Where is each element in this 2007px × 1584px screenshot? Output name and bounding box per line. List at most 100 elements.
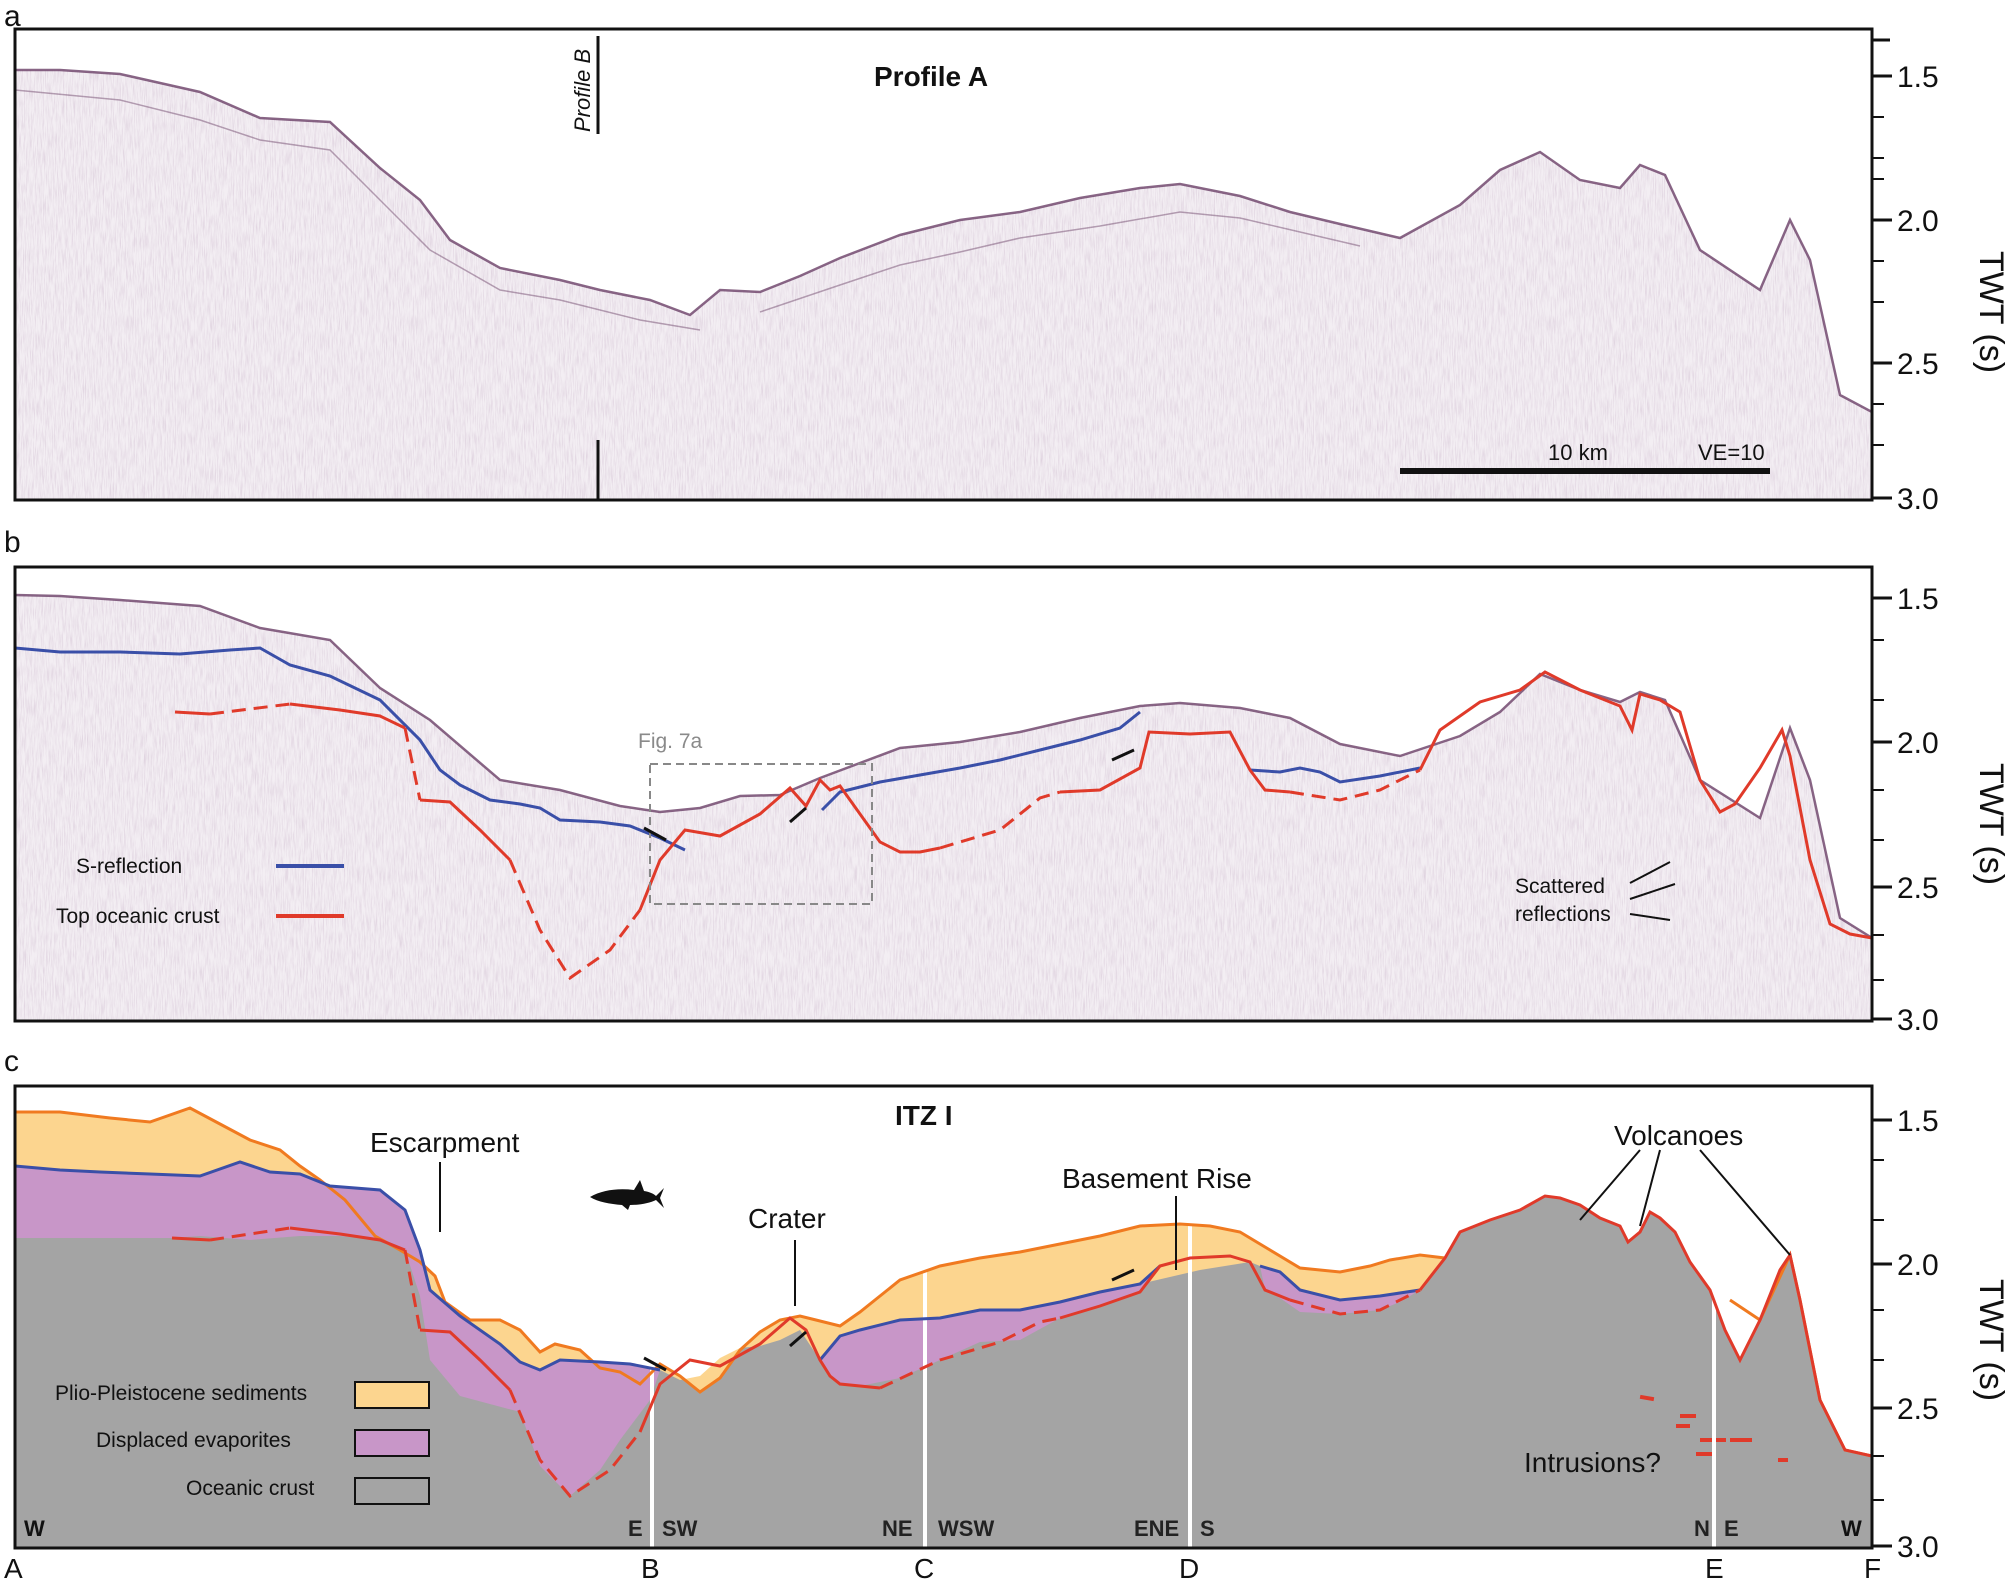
top-crust-c-4 — [638, 1316, 881, 1433]
slip-arrow-c-1 — [643, 1356, 667, 1372]
tick-b-2-0: 2.0 — [1897, 727, 1939, 760]
slip-arrow-2 — [789, 806, 807, 824]
tick-c-3-0: 3.0 — [1897, 1531, 1939, 1564]
top-crust-c-dashed-5 — [1289, 1288, 1421, 1316]
evaporite-fill-middle — [820, 1266, 1160, 1386]
legend-sediments-swatch — [354, 1381, 430, 1409]
top-crust-dashed-1 — [209, 702, 291, 716]
top-crust-segment-1 — [174, 710, 211, 716]
legend-s-reflection: S-reflection — [76, 855, 182, 878]
evaporite-fill-west — [15, 1162, 660, 1496]
s-reflection-middle — [820, 710, 1141, 812]
dir-e-e: E — [1724, 1516, 1739, 1541]
top-crust-c-dashed-1 — [209, 1226, 291, 1242]
slip-arrow-c-3 — [1111, 1268, 1135, 1282]
crater-label: Crater — [748, 1203, 826, 1234]
tick-c-1-5: 1.5 — [1897, 1105, 1939, 1138]
top-crust-c-dashed-4 — [879, 1316, 1061, 1390]
dir-ne-c: NE — [882, 1516, 913, 1541]
axis-label-b: TWT (s) — [1972, 763, 2007, 885]
tick-b-1-5: 1.5 — [1897, 583, 1939, 616]
water-column — [15, 1086, 1872, 1456]
seafloor-line — [15, 1106, 1446, 1394]
intrusions-label: Intrusions? — [1524, 1447, 1661, 1478]
top-crust-dashed-3 — [508, 859, 642, 981]
tick-a-1-5: 1.5 — [1897, 61, 1939, 94]
seismic-image-b — [15, 567, 1872, 1021]
s-reflection-c-middle — [818, 1264, 1162, 1361]
s-reflection-c-east — [1259, 1264, 1421, 1302]
tick-a-2-0: 2.0 — [1897, 205, 1939, 238]
top-crust-c-5 — [1059, 1254, 1291, 1320]
top-crust-c-6 — [1418, 1194, 1872, 1458]
top-crust-c-1 — [171, 1236, 211, 1242]
top-crust-dashed-5 — [1289, 768, 1421, 802]
location-d: D — [1179, 1553, 1199, 1584]
panel-label-a: a — [4, 0, 21, 33]
s-reflection-east — [1249, 766, 1421, 784]
top-crust-dashed-2 — [403, 727, 422, 801]
volcanoes-pointers — [1579, 1149, 1791, 1256]
profile-b-label: Profile B — [570, 49, 595, 132]
axis-label-a: TWT (s) — [1972, 251, 2007, 373]
scattered-arrows — [1629, 861, 1676, 921]
dir-n-e: N — [1694, 1516, 1710, 1541]
location-c: C — [914, 1553, 934, 1584]
scale-bar-label: 10 km — [1548, 440, 1608, 465]
dir-ene-d: ENE — [1134, 1516, 1179, 1541]
top-crust-c-dashed-3 — [508, 1389, 642, 1498]
dir-w-right: W — [1841, 1516, 1862, 1541]
location-e: E — [1705, 1553, 1724, 1584]
tick-c-2-0: 2.0 — [1897, 1249, 1939, 1282]
top-crust-segment-4 — [638, 777, 941, 911]
top-crust-segment-5 — [1059, 730, 1291, 794]
frame-a — [13, 27, 1874, 502]
slip-arrow-c-2 — [789, 1330, 807, 1348]
axis-c: 1.5 2.0 2.5 3.0 TWT (s) — [1872, 1105, 2007, 1564]
panel-label-c: c — [4, 1045, 19, 1078]
sediment-fill — [15, 1108, 1460, 1392]
fig-7a-label: Fig. 7a — [638, 730, 703, 753]
escarpment-label: Escarpment — [370, 1127, 520, 1158]
panel-a: a Profile B Profile A 10 km VE=10 — [4, 0, 2007, 516]
top-crust-c-2 — [289, 1226, 406, 1252]
location-a: A — [4, 1553, 23, 1584]
axis-label-c: TWT (s) — [1972, 1279, 2007, 1401]
panel-a-title: Profile A — [874, 61, 988, 92]
dir-s-d: S — [1200, 1516, 1215, 1541]
legend-evaporites-swatch — [354, 1429, 430, 1457]
legend-crust-swatch — [354, 1477, 430, 1505]
shark-icon — [590, 1180, 664, 1210]
slip-arrow-1 — [643, 826, 667, 842]
top-crust-c-dashed-2 — [403, 1249, 422, 1331]
slip-arrow-3 — [1111, 748, 1135, 762]
volcanoes-label: Volcanoes — [1614, 1120, 1743, 1151]
basement-rise-label: Basement Rise — [1062, 1163, 1252, 1194]
dir-w-left: W — [24, 1516, 45, 1541]
axis-a: 1.5 2.0 2.5 3.0 TWT (s) — [1872, 38, 2007, 516]
scattered-label-2: reflections — [1515, 903, 1611, 926]
legend-crust: Oceanic crust — [186, 1477, 315, 1500]
s-reflection-c-west — [15, 1160, 661, 1372]
axis-b: 1.5 2.0 2.5 3.0 TWT (s) — [1872, 583, 2007, 1037]
tick-a-3-0: 3.0 — [1897, 483, 1939, 516]
dir-e-b: E — [628, 1516, 643, 1541]
frame-b — [13, 565, 1874, 1023]
tick-b-3-0: 3.0 — [1897, 1004, 1939, 1037]
dir-wsw-c: WSW — [938, 1516, 994, 1541]
location-b: B — [641, 1553, 660, 1584]
top-crust-segment-2 — [289, 702, 406, 730]
panel-label-b: b — [4, 526, 21, 559]
dir-sw-b: SW — [662, 1516, 698, 1541]
location-f: F — [1864, 1553, 1881, 1584]
legend-sediments: Plio-Pleistocene sediments — [55, 1382, 307, 1405]
top-crust-dashed-4 — [939, 790, 1061, 850]
top-crust-segment-3 — [419, 798, 512, 862]
legend-top-crust: Top oceanic crust — [56, 905, 220, 928]
top-crust-c-3 — [419, 1328, 512, 1392]
tick-b-2-5: 2.5 — [1897, 872, 1939, 905]
panel-c: c — [4, 1045, 2007, 1584]
panel-b: b Fig. 7a S-reflection To — [4, 526, 2007, 1037]
tick-a-2-5: 2.5 — [1897, 348, 1939, 381]
tick-c-2-5: 2.5 — [1897, 1393, 1939, 1426]
